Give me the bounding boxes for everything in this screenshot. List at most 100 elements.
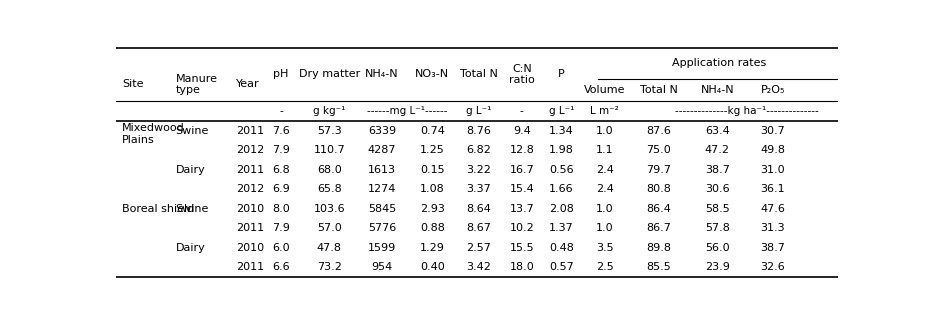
Text: 31.0: 31.0 bbox=[761, 165, 785, 175]
Text: 3.22: 3.22 bbox=[466, 165, 491, 175]
Text: --------------kg ha⁻¹--------------: --------------kg ha⁻¹-------------- bbox=[675, 106, 818, 116]
Text: 15.4: 15.4 bbox=[509, 184, 534, 194]
Text: 75.0: 75.0 bbox=[647, 145, 671, 155]
Text: 63.4: 63.4 bbox=[705, 126, 730, 136]
Text: 58.5: 58.5 bbox=[705, 204, 730, 214]
Text: 2.4: 2.4 bbox=[596, 184, 614, 194]
Text: 49.8: 49.8 bbox=[761, 145, 786, 155]
Text: 30.6: 30.6 bbox=[705, 184, 730, 194]
Text: NH₄-N: NH₄-N bbox=[365, 69, 398, 79]
Text: 2.4: 2.4 bbox=[596, 165, 614, 175]
Text: 0.56: 0.56 bbox=[549, 165, 573, 175]
Text: 0.40: 0.40 bbox=[420, 262, 445, 272]
Text: Dry matter: Dry matter bbox=[299, 69, 360, 79]
Text: 0.74: 0.74 bbox=[420, 126, 445, 136]
Text: 8.64: 8.64 bbox=[466, 204, 491, 214]
Text: 23.9: 23.9 bbox=[705, 262, 730, 272]
Text: 2.93: 2.93 bbox=[420, 204, 445, 214]
Text: 47.2: 47.2 bbox=[705, 145, 730, 155]
Text: 1.1: 1.1 bbox=[596, 145, 614, 155]
Text: 6.8: 6.8 bbox=[272, 165, 290, 175]
Text: 7.9: 7.9 bbox=[272, 145, 290, 155]
Text: 36.1: 36.1 bbox=[761, 184, 785, 194]
Text: 6.9: 6.9 bbox=[272, 184, 290, 194]
Text: 80.8: 80.8 bbox=[646, 184, 671, 194]
Text: NH₄-N: NH₄-N bbox=[701, 85, 735, 95]
Text: P₂O₅: P₂O₅ bbox=[761, 85, 785, 95]
Text: Swine: Swine bbox=[176, 126, 209, 136]
Text: L m⁻²: L m⁻² bbox=[590, 106, 619, 116]
Text: Site: Site bbox=[122, 80, 143, 89]
Text: 79.7: 79.7 bbox=[646, 165, 671, 175]
Text: 86.4: 86.4 bbox=[646, 204, 671, 214]
Text: g L⁻¹: g L⁻¹ bbox=[466, 106, 492, 116]
Text: 3.5: 3.5 bbox=[596, 243, 614, 253]
Text: 2.5: 2.5 bbox=[596, 262, 614, 272]
Text: 7.9: 7.9 bbox=[272, 223, 290, 233]
Text: 10.2: 10.2 bbox=[509, 223, 534, 233]
Text: 2012: 2012 bbox=[236, 145, 264, 155]
Text: Year: Year bbox=[236, 80, 260, 89]
Text: 16.7: 16.7 bbox=[509, 165, 534, 175]
Text: 1.34: 1.34 bbox=[549, 126, 573, 136]
Text: 110.7: 110.7 bbox=[314, 145, 345, 155]
Text: 1.0: 1.0 bbox=[596, 126, 614, 136]
Text: 86.7: 86.7 bbox=[646, 223, 671, 233]
Text: 5845: 5845 bbox=[368, 204, 396, 214]
Text: 1274: 1274 bbox=[368, 184, 396, 194]
Text: 85.5: 85.5 bbox=[647, 262, 671, 272]
Text: 0.48: 0.48 bbox=[549, 243, 574, 253]
Text: 31.3: 31.3 bbox=[761, 223, 785, 233]
Text: Dairy: Dairy bbox=[176, 165, 206, 175]
Text: 8.76: 8.76 bbox=[466, 126, 491, 136]
Text: -: - bbox=[520, 106, 524, 116]
Text: 1.0: 1.0 bbox=[596, 204, 614, 214]
Text: Total N: Total N bbox=[640, 85, 678, 95]
Text: 65.8: 65.8 bbox=[317, 184, 342, 194]
Text: 2011: 2011 bbox=[236, 165, 264, 175]
Text: Volume: Volume bbox=[584, 85, 626, 95]
Text: 0.88: 0.88 bbox=[420, 223, 445, 233]
Text: 8.0: 8.0 bbox=[272, 204, 290, 214]
Text: 2011: 2011 bbox=[236, 262, 264, 272]
Text: 57.8: 57.8 bbox=[705, 223, 730, 233]
Text: 2012: 2012 bbox=[236, 184, 264, 194]
Text: Boreal shield: Boreal shield bbox=[122, 204, 195, 214]
Text: 0.15: 0.15 bbox=[420, 165, 445, 175]
Text: 7.6: 7.6 bbox=[272, 126, 290, 136]
Text: 73.2: 73.2 bbox=[317, 262, 342, 272]
Text: 6.6: 6.6 bbox=[272, 262, 290, 272]
Text: 89.8: 89.8 bbox=[646, 243, 671, 253]
Text: P: P bbox=[559, 69, 565, 79]
Text: 2010: 2010 bbox=[236, 243, 264, 253]
Text: NO₃-N: NO₃-N bbox=[415, 69, 450, 79]
Text: 15.5: 15.5 bbox=[509, 243, 534, 253]
Text: Manure
type: Manure type bbox=[176, 74, 218, 95]
Text: 57.3: 57.3 bbox=[317, 126, 342, 136]
Text: 30.7: 30.7 bbox=[761, 126, 786, 136]
Text: ------mg L⁻¹------: ------mg L⁻¹------ bbox=[367, 106, 448, 116]
Text: g L⁻¹: g L⁻¹ bbox=[549, 106, 574, 116]
Text: 47.8: 47.8 bbox=[317, 243, 342, 253]
Text: 2.08: 2.08 bbox=[549, 204, 574, 214]
Text: 12.8: 12.8 bbox=[509, 145, 534, 155]
Text: 47.6: 47.6 bbox=[761, 204, 786, 214]
Text: Total N: Total N bbox=[460, 69, 497, 79]
Text: Swine: Swine bbox=[176, 204, 209, 214]
Text: 6.0: 6.0 bbox=[272, 243, 290, 253]
Text: g kg⁻¹: g kg⁻¹ bbox=[313, 106, 345, 116]
Text: pH: pH bbox=[273, 69, 289, 79]
Text: 56.0: 56.0 bbox=[705, 243, 730, 253]
Text: 1.25: 1.25 bbox=[420, 145, 445, 155]
Text: 3.37: 3.37 bbox=[466, 184, 491, 194]
Text: 18.0: 18.0 bbox=[509, 262, 534, 272]
Text: 57.0: 57.0 bbox=[317, 223, 342, 233]
Text: 38.7: 38.7 bbox=[761, 243, 786, 253]
Text: 2010: 2010 bbox=[236, 204, 264, 214]
Text: 4287: 4287 bbox=[368, 145, 397, 155]
Text: Application rates: Application rates bbox=[672, 59, 767, 68]
Text: 1613: 1613 bbox=[368, 165, 396, 175]
Text: 68.0: 68.0 bbox=[317, 165, 342, 175]
Text: 2011: 2011 bbox=[236, 223, 264, 233]
Text: -: - bbox=[279, 106, 283, 116]
